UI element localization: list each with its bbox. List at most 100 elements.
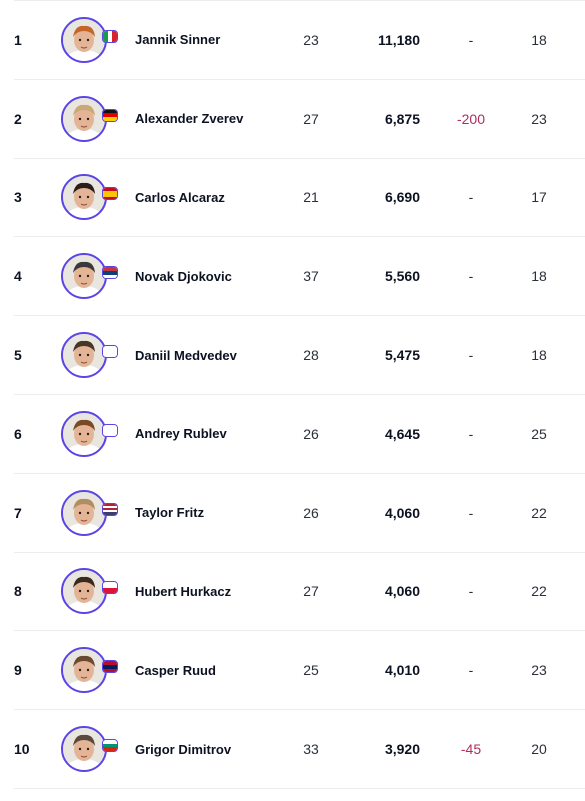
player-avatar[interactable] xyxy=(61,253,107,300)
ranking-row[interactable]: 3 Carlos Alcaraz 21 6,690 - 17 xyxy=(14,159,585,238)
tournaments-played: 20 xyxy=(531,741,547,758)
ranking-row[interactable]: 9 Casper Ruud 25 4,010 - 23 xyxy=(14,631,585,711)
norway-flag-icon xyxy=(102,660,118,674)
blank-flag-icon xyxy=(102,423,118,437)
player-age: 28 xyxy=(303,347,319,364)
player-points: 5,475 xyxy=(384,347,420,364)
player-points: 6,690 xyxy=(384,189,420,206)
rank-number: 2 xyxy=(14,110,22,127)
rank-number: 3 xyxy=(14,189,22,206)
ranking-row[interactable]: 7 Taylor Fritz 26 4,060 - 22 xyxy=(14,474,585,553)
serbia-flag-icon xyxy=(102,266,118,280)
player-age: 27 xyxy=(303,583,319,600)
tournaments-played: 18 xyxy=(531,268,547,285)
player-name[interactable]: Jannik Sinner xyxy=(135,32,221,48)
player-avatar[interactable] xyxy=(61,410,107,457)
player-points: 4,010 xyxy=(384,662,420,679)
player-avatar[interactable] xyxy=(61,489,107,536)
player-portrait-icon xyxy=(63,334,105,377)
ranking-row[interactable]: 1 Jannik Sinner 23 11,180 - 18 xyxy=(14,1,585,80)
player-portrait-icon xyxy=(63,491,105,534)
germany-flag-icon xyxy=(102,108,118,122)
player-age: 27 xyxy=(303,110,319,127)
rank-number: 8 xyxy=(14,583,22,600)
blank-flag-icon xyxy=(102,345,118,359)
player-avatar[interactable] xyxy=(61,95,107,142)
player-avatar[interactable] xyxy=(61,332,107,379)
points-change: - xyxy=(468,662,474,679)
ranking-row[interactable]: 10 Grigor Dimitrov 33 3,920 -45 20 xyxy=(14,710,585,789)
tournaments-played: 17 xyxy=(531,189,547,206)
rank-number: 10 xyxy=(14,741,30,758)
player-portrait-icon xyxy=(63,176,105,219)
player-age: 23 xyxy=(303,31,319,48)
player-name[interactable]: Andrey Rublev xyxy=(135,426,227,442)
ranking-row[interactable]: 6 Andrey Rublev 26 4,645 - 25 xyxy=(14,395,585,474)
rank-number: 1 xyxy=(14,31,22,48)
tournaments-played: 22 xyxy=(531,504,547,521)
player-portrait-icon xyxy=(63,97,105,140)
points-change: - xyxy=(468,583,474,600)
usa-flag-icon xyxy=(102,502,118,516)
tournaments-played: 23 xyxy=(531,110,547,127)
points-change: - xyxy=(468,425,474,442)
player-avatar[interactable] xyxy=(61,16,107,63)
rank-number: 4 xyxy=(14,268,22,285)
player-avatar[interactable] xyxy=(61,647,107,694)
player-points: 11,180 xyxy=(377,31,420,48)
player-age: 26 xyxy=(303,425,319,442)
points-change: - xyxy=(468,268,474,285)
player-avatar[interactable] xyxy=(61,726,107,773)
player-portrait-icon xyxy=(63,412,105,455)
player-name[interactable]: Grigor Dimitrov xyxy=(135,741,232,757)
player-name[interactable]: Carlos Alcaraz xyxy=(135,189,225,205)
tournaments-played: 25 xyxy=(531,425,547,442)
points-change: -45 xyxy=(460,741,482,758)
player-name[interactable]: Daniil Medvedev xyxy=(135,347,237,363)
top-divider xyxy=(14,0,585,1)
player-portrait-icon xyxy=(63,18,105,61)
tournaments-played: 18 xyxy=(531,31,547,48)
player-age: 33 xyxy=(303,741,319,758)
ranking-row[interactable]: 4 Novak Djokovic 37 5,560 - 18 xyxy=(14,237,585,317)
rank-number: 6 xyxy=(14,425,22,442)
player-name[interactable]: Alexander Zverev xyxy=(135,111,244,127)
bulgaria-flag-icon xyxy=(102,739,118,753)
ranking-row[interactable]: 2 Alexander Zverev 27 6,875 -200 23 xyxy=(14,80,585,159)
player-age: 37 xyxy=(303,268,319,285)
ranking-row[interactable]: 8 Hubert Hurkacz 27 4,060 - 22 xyxy=(14,553,585,632)
spain-flag-icon xyxy=(102,187,118,201)
ranking-row[interactable]: 5 Daniil Medvedev 28 5,475 - 18 xyxy=(14,316,585,395)
poland-flag-icon xyxy=(102,581,118,595)
player-portrait-icon xyxy=(63,728,105,771)
rank-number: 5 xyxy=(14,347,22,364)
points-change: - xyxy=(468,504,474,521)
player-portrait-icon xyxy=(63,255,105,298)
rank-number: 7 xyxy=(14,504,22,521)
tournaments-played: 18 xyxy=(531,347,547,364)
player-points: 4,645 xyxy=(384,425,420,442)
tournaments-played: 22 xyxy=(531,583,547,600)
player-name[interactable]: Hubert Hurkacz xyxy=(135,583,232,599)
player-points: 3,920 xyxy=(384,741,420,758)
tournaments-played: 23 xyxy=(531,662,547,679)
player-portrait-icon xyxy=(63,570,105,613)
rank-number: 9 xyxy=(14,662,22,679)
player-age: 21 xyxy=(303,189,319,206)
points-change: - xyxy=(468,31,474,48)
player-avatar[interactable] xyxy=(61,174,107,221)
player-name[interactable]: Casper Ruud xyxy=(135,662,216,678)
italy-flag-icon xyxy=(102,29,118,43)
player-portrait-icon xyxy=(63,649,105,692)
player-age: 26 xyxy=(303,504,319,521)
points-change: - xyxy=(468,347,474,364)
player-points: 4,060 xyxy=(384,583,420,600)
player-points: 5,560 xyxy=(384,268,420,285)
points-change: - xyxy=(468,189,474,206)
player-avatar[interactable] xyxy=(61,568,107,615)
points-change: -200 xyxy=(456,110,486,127)
player-points: 6,875 xyxy=(384,110,420,127)
player-name[interactable]: Novak Djokovic xyxy=(135,268,232,284)
player-name[interactable]: Taylor Fritz xyxy=(135,505,205,521)
